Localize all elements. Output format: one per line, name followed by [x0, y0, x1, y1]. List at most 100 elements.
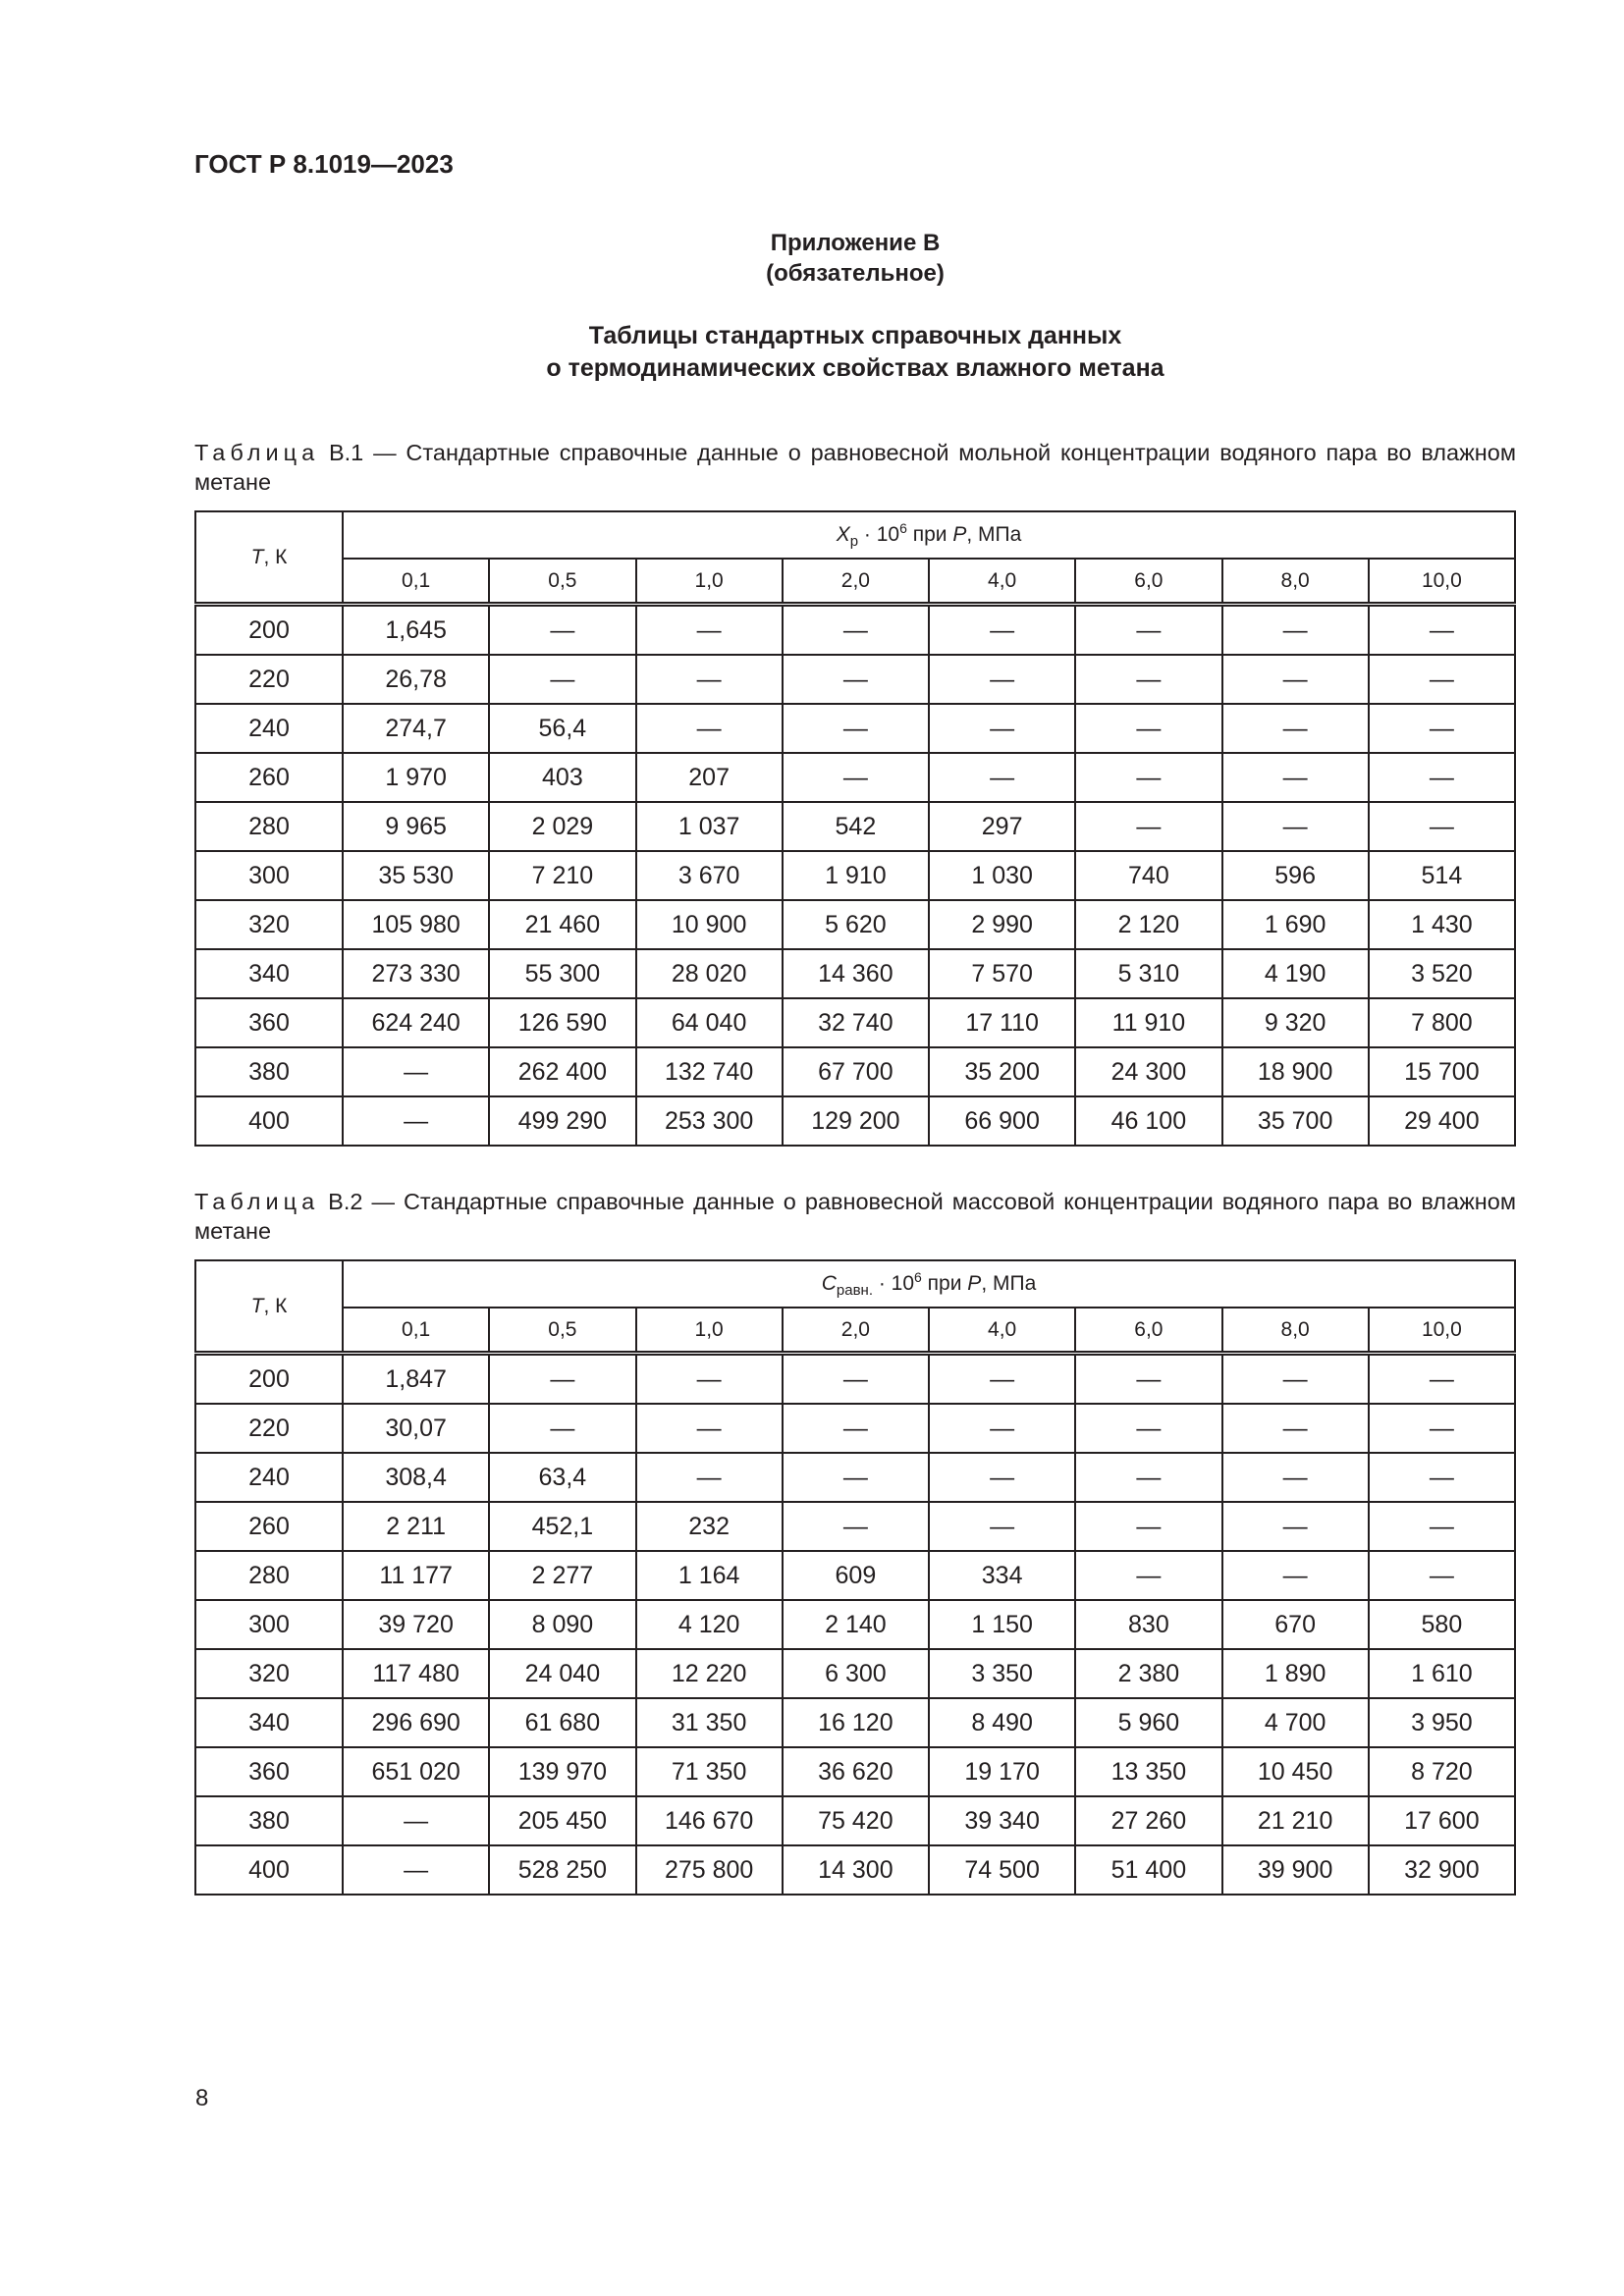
- value-cell: 8 720: [1367, 1746, 1517, 1797]
- temperature-cell: 200: [194, 1352, 344, 1405]
- value-cell: 253 300: [634, 1095, 784, 1147]
- group-exponent: 6: [914, 1268, 922, 1285]
- value-cell: —: [1074, 1352, 1223, 1405]
- value-cell: 55 300: [488, 948, 637, 999]
- value-cell: 27 260: [1074, 1795, 1223, 1846]
- value-cell: 9 965: [341, 801, 491, 852]
- pressure-header: 4,0: [927, 558, 1077, 607]
- value-cell: —: [1074, 752, 1223, 803]
- value-cell: 5 960: [1074, 1697, 1223, 1748]
- value-cell: 5 620: [781, 899, 931, 950]
- table-row: 260 1 970 403 207— — — — —: [194, 752, 1517, 803]
- value-cell: —: [1220, 603, 1370, 656]
- group-subscript: р: [849, 533, 859, 551]
- row-header-unit: , К: [263, 545, 288, 568]
- value-cell: 31 350: [634, 1697, 784, 1748]
- value-cell: 32 900: [1367, 1844, 1517, 1896]
- value-cell: 207: [634, 752, 784, 803]
- value-cell: 4 190: [1220, 948, 1370, 999]
- pressure-header: 2,0: [781, 558, 931, 607]
- temperature-cell: 340: [194, 1697, 344, 1748]
- value-cell: —: [927, 603, 1077, 656]
- table-row: 220 30,07— — — — — — —: [194, 1403, 1517, 1454]
- value-cell: —: [1367, 1501, 1517, 1552]
- pressure-header: 1,0: [634, 558, 784, 607]
- pressure-header: 0,1: [341, 1307, 491, 1356]
- value-cell: 4 700: [1220, 1697, 1370, 1748]
- value-cell: 29 400: [1367, 1095, 1517, 1147]
- value-cell: —: [781, 1452, 931, 1503]
- value-cell: —: [1220, 1403, 1370, 1454]
- value-cell: —: [927, 654, 1077, 705]
- value-cell: 105 980: [341, 899, 491, 950]
- pressure-header: 8,0: [1220, 558, 1370, 607]
- value-cell: —: [488, 654, 637, 705]
- temperature-cell: 220: [194, 654, 344, 705]
- pressure-header: 6,0: [1074, 558, 1223, 607]
- table-row: 260 2 211 452,1 232— — — — —: [194, 1501, 1517, 1552]
- annex-title: Приложение В: [770, 230, 941, 256]
- value-cell: 2 140: [781, 1599, 931, 1650]
- value-cell: 1 690: [1220, 899, 1370, 950]
- table-row: 280 9 965 2 029 1 037 542 297— — —: [194, 801, 1517, 852]
- value-cell: —: [1367, 703, 1517, 754]
- value-cell: —: [634, 654, 784, 705]
- table-row: 240 308,4 63,4— — — — — —: [194, 1452, 1517, 1503]
- value-cell: 232: [634, 1501, 784, 1552]
- value-cell: 273 330: [341, 948, 491, 999]
- value-cell: 21 210: [1220, 1795, 1370, 1846]
- value-cell: 3 520: [1367, 948, 1517, 999]
- value-cell: 1 164: [634, 1550, 784, 1601]
- pressure-header: 6,0: [1074, 1307, 1223, 1356]
- table-row: 340 296 690 61 680 31 350 16 120 8 490 5 960 4 …: [194, 1697, 1517, 1748]
- group-multiplier: · 10: [858, 522, 900, 546]
- value-cell: 3 350: [927, 1648, 1077, 1699]
- value-cell: —: [1220, 1452, 1370, 1503]
- value-cell: 2 380: [1074, 1648, 1223, 1699]
- row-header-var: T: [250, 1294, 264, 1317]
- value-cell: 7 210: [488, 850, 637, 901]
- value-cell: 64 040: [634, 997, 784, 1048]
- value-cell: 3 670: [634, 850, 784, 901]
- value-cell: 30,07: [341, 1403, 491, 1454]
- temperature-cell: 240: [194, 703, 344, 754]
- value-cell: —: [634, 1452, 784, 1503]
- value-cell: —: [781, 703, 931, 754]
- table-row: 220 26,78— — — — — — —: [194, 654, 1517, 705]
- temperature-cell: 240: [194, 1452, 344, 1503]
- value-cell: 17 600: [1367, 1795, 1517, 1846]
- pressure-header: 0,5: [488, 558, 637, 607]
- temperature-cell: 220: [194, 1403, 344, 1454]
- value-cell: —: [1074, 1452, 1223, 1503]
- value-cell: 670: [1220, 1599, 1370, 1650]
- group-unit: , МПа: [981, 1271, 1037, 1295]
- table-row: 240 274,7 56,4— — — — — —: [194, 703, 1517, 754]
- annex-heading: Приложение В (обязательное): [194, 228, 1516, 289]
- value-cell: 3 950: [1367, 1697, 1517, 1748]
- value-cell: —: [488, 1403, 637, 1454]
- value-cell: 514: [1367, 850, 1517, 901]
- caption-prefix: Таблица: [194, 1189, 320, 1214]
- value-cell: 36 620: [781, 1746, 931, 1797]
- value-cell: —: [1367, 603, 1517, 656]
- value-cell: —: [1220, 1550, 1370, 1601]
- pressure-header-row: 0,1 0,5 1,0 2,0 4,0 6,0 8,0 10,0: [195, 1307, 1517, 1356]
- value-cell: 129 200: [781, 1095, 931, 1147]
- value-cell: 651 020: [341, 1746, 491, 1797]
- caption-text: В.2 — Стандартные справочные данные о ра…: [194, 1189, 1516, 1244]
- value-cell: —: [1367, 1352, 1517, 1405]
- section-title-line-2: о термодинамических свойствах влажного м…: [546, 354, 1164, 382]
- value-cell: 61 680: [488, 1697, 637, 1748]
- row-header-temperature: T, К: [194, 1259, 344, 1356]
- value-cell: —: [488, 1352, 637, 1405]
- value-cell: —: [1220, 703, 1370, 754]
- value-cell: 580: [1367, 1599, 1517, 1650]
- value-cell: —: [1367, 654, 1517, 705]
- temperature-cell: 200: [194, 603, 344, 656]
- pressure-header: 0,5: [488, 1307, 637, 1356]
- value-cell: 452,1: [488, 1501, 637, 1552]
- value-cell: 2 990: [927, 899, 1077, 950]
- temperature-cell: 280: [194, 801, 344, 852]
- pressure-header: 0,1: [341, 558, 491, 607]
- caption-prefix: Таблица: [194, 440, 320, 465]
